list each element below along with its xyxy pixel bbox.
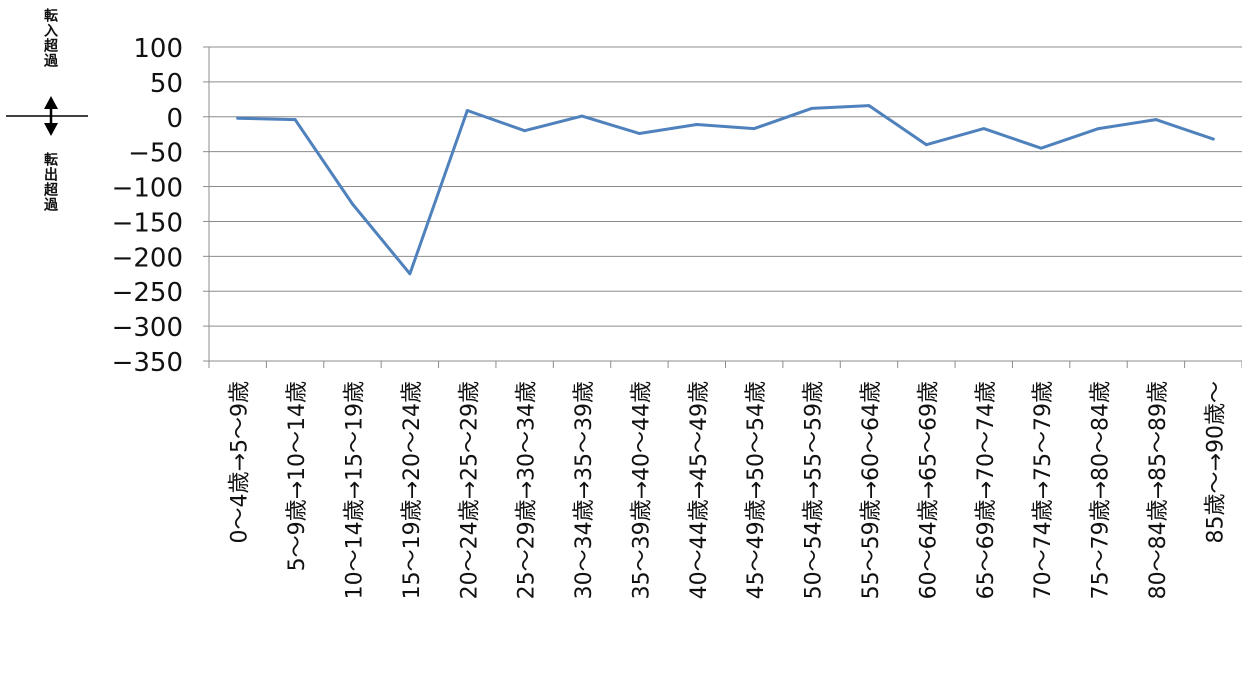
data-point <box>351 202 354 206</box>
data-point <box>1097 127 1100 131</box>
y-tick-label: −300 <box>112 313 183 343</box>
x-tick-labels: 0～4歳→5～9歳 5～9歳→10～14歳 10～14歳→15～19歳 15～19歳→… <box>228 381 1229 599</box>
x-tick-label: 60～64歳→65～69歳 <box>916 381 941 599</box>
x-tick-label: 75～79歳→80～84歳 <box>1089 381 1114 599</box>
data-point <box>924 143 928 147</box>
x-tick-label: 65～69歳→70～74歳 <box>974 381 999 599</box>
x-tick-label: 10～14歳→15～19歳 <box>343 381 368 599</box>
y-tick-label: −100 <box>112 174 183 204</box>
series-layer <box>236 104 1215 276</box>
data-point <box>695 123 699 126</box>
data-point <box>638 132 641 135</box>
data-point <box>1039 146 1043 150</box>
x-tick-label: 0～4歳→5～9歳 <box>228 381 253 543</box>
inflow-label: 転入超過 <box>42 8 58 68</box>
axis-layer <box>203 46 1242 368</box>
data-point <box>810 107 813 110</box>
x-tick-label: 70～74歳→75～79歳 <box>1031 381 1056 599</box>
data-point <box>408 272 412 276</box>
arrow-up-icon <box>44 96 58 109</box>
x-tick-label: 35～39歳→40～44歳 <box>629 381 654 599</box>
data-point <box>752 127 756 131</box>
y-tick-label: −50 <box>128 139 183 169</box>
y-tick-label: −350 <box>112 348 183 378</box>
y-tick-label: −200 <box>112 243 183 273</box>
x-tick-label: 85歳～→90歳～ <box>1203 381 1228 543</box>
x-tick-label: 5～9歳→10～14歳 <box>285 381 310 571</box>
data-point <box>1154 118 1158 121</box>
data-point <box>982 127 986 131</box>
x-tick-label: 20～24歳→25～29歳 <box>457 381 482 599</box>
y-tick-label: 0 <box>166 104 183 134</box>
data-point <box>465 109 469 112</box>
x-tick-label: 80～84歳→85～89歳 <box>1146 381 1171 599</box>
data-point <box>867 104 871 108</box>
direction-marker <box>6 96 88 136</box>
x-tick-label: 50～54歳→55～59歳 <box>802 381 827 599</box>
y-tick-label: 100 <box>133 34 183 64</box>
arrow-down-icon <box>44 123 58 136</box>
data-point <box>293 118 297 121</box>
outflow-label: 転出超過 <box>42 152 58 212</box>
grid-layer <box>209 46 1242 362</box>
x-tick-label: 25～29歳→30～34歳 <box>515 381 540 599</box>
series-line <box>236 104 1215 276</box>
x-tick-label: 45～49歳→50～54歳 <box>744 381 769 599</box>
y-tick-label: −150 <box>112 208 183 238</box>
y-tick-label: 50 <box>150 69 183 99</box>
data-point <box>580 114 584 118</box>
x-tick-label: 40～44歳→45～49歳 <box>687 381 712 599</box>
y-tick-labels: 100 50 0 −50 −100 −150 −200 −250 −300 −350 <box>112 34 183 378</box>
x-tick-label: 15～19歳→20～24歳 <box>400 381 425 599</box>
data-point <box>236 116 240 120</box>
data-point <box>523 129 527 133</box>
y-tick-label: −250 <box>112 278 183 308</box>
data-point <box>1211 137 1215 141</box>
x-tick-label: 55～59歳→60～64歳 <box>859 381 884 599</box>
x-tick-label: 30～34歳→35～39歳 <box>572 381 597 599</box>
